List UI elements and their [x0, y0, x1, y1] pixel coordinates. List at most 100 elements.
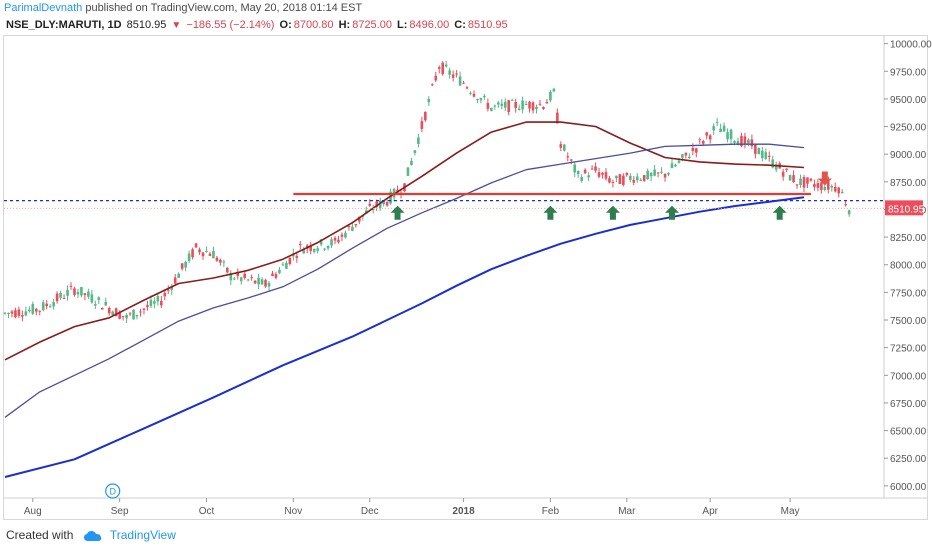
candle-body: [417, 137, 420, 144]
x-tick-label: Oct: [199, 506, 215, 517]
candle-body: [222, 261, 226, 263]
candle-body: [472, 93, 476, 97]
candle-body: [62, 297, 66, 299]
candle-body: [733, 140, 736, 143]
published-text: published on TradingView.com, May 20, 20…: [85, 2, 363, 14]
candle-body: [333, 237, 337, 241]
candle-body: [708, 135, 712, 140]
candle-body: [156, 295, 160, 302]
tradingview-cloud-icon: [83, 530, 101, 541]
candle-body: [820, 182, 823, 190]
candle-body: [163, 293, 167, 297]
candle-body: [528, 101, 531, 109]
candle-body: [809, 178, 813, 181]
price-chart[interactable]: 6000.00 6250.00 6500.00 6750.00 7000.00 7250.…: [0, 0, 932, 521]
candle-body: [604, 172, 608, 179]
candle-body: [194, 243, 198, 248]
candle-body: [549, 91, 552, 101]
candle-body: [55, 293, 59, 302]
candle-body: [170, 286, 174, 290]
y-tick-label: 6750.00: [890, 399, 927, 410]
candle-body: [142, 308, 146, 310]
candle-body: [681, 154, 684, 158]
candle-body: [59, 292, 62, 298]
candle-body: [517, 108, 521, 111]
candle-body: [344, 232, 347, 238]
x-tick-label: Apr: [702, 506, 718, 517]
candle-body: [201, 252, 205, 257]
candle-body: [660, 171, 663, 173]
candle-body: [837, 187, 841, 194]
candle-body: [278, 269, 281, 274]
candle-body: [556, 112, 559, 124]
candle-body: [632, 179, 636, 183]
candle-body: [667, 173, 670, 175]
candle-body: [479, 98, 483, 101]
candle-body: [14, 310, 17, 318]
candle-body: [80, 287, 83, 296]
candle-body: [45, 303, 48, 307]
candle-body: [736, 141, 740, 146]
candle-body: [166, 289, 170, 291]
candle-body: [573, 164, 577, 173]
candle-body: [458, 76, 462, 86]
candle-body: [239, 277, 243, 282]
candle-body: [368, 203, 372, 206]
candle-body: [430, 84, 434, 86]
y-tick-label: 10000.00: [890, 40, 932, 51]
candle-body: [271, 273, 274, 276]
candle-body: [66, 289, 69, 296]
candle-body: [250, 277, 253, 279]
price-tag: [885, 200, 923, 216]
candle-body: [774, 164, 778, 170]
last-price: 8510.95: [126, 19, 167, 31]
candle-body: [358, 216, 361, 222]
y-tick-label: 8000.00: [890, 261, 927, 272]
candle-body: [740, 136, 743, 147]
candle-body: [83, 293, 87, 296]
candle-body: [149, 299, 153, 306]
candle-body: [608, 178, 611, 183]
close-value: 8510.95: [467, 19, 508, 31]
candle-body: [76, 292, 80, 295]
candle-body: [319, 239, 323, 245]
candle-body: [715, 121, 719, 123]
open-value: 8700.80: [293, 19, 334, 31]
dividend-marker-label: D: [109, 487, 116, 497]
candle-body: [232, 278, 236, 280]
candle-body: [309, 245, 313, 251]
candle-body: [28, 309, 31, 312]
candle-body: [146, 305, 149, 308]
candle-body: [69, 285, 73, 287]
candle-body: [73, 288, 76, 295]
candle-body: [52, 302, 55, 307]
y-tick-label: 7250.00: [890, 344, 927, 355]
candle-body: [569, 159, 573, 161]
candle-body: [788, 175, 792, 181]
candle-body: [41, 302, 45, 311]
candle-body: [274, 274, 278, 278]
candle-body: [531, 102, 535, 111]
candle-body: [323, 248, 326, 250]
candle-body: [90, 294, 94, 303]
candle-body: [642, 175, 646, 181]
candle-body: [7, 312, 10, 314]
candle-body: [594, 166, 597, 171]
x-tick-label: Mar: [618, 506, 636, 517]
tradingview-link[interactable]: TradingView: [109, 528, 176, 542]
candle-body: [712, 126, 715, 131]
y-tick-label: 9250.00: [890, 123, 927, 134]
candle-body: [840, 191, 844, 194]
candle-body: [111, 311, 114, 316]
candle-body: [302, 249, 306, 254]
chart-frame: [3, 35, 928, 520]
up-arrow-icon: [772, 205, 787, 220]
candle-body: [125, 314, 128, 319]
candle-body: [326, 245, 330, 249]
candle-body: [462, 82, 465, 84]
candle-body: [34, 308, 38, 312]
author-link[interactable]: ParimalDevnath: [4, 2, 83, 14]
candle-body: [38, 310, 42, 312]
candle-body: [243, 273, 246, 279]
candle-body: [524, 104, 528, 106]
